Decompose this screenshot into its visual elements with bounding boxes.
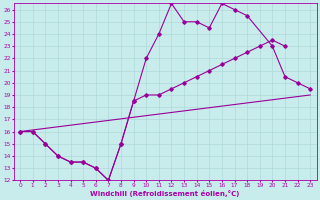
X-axis label: Windchill (Refroidissement éolien,°C): Windchill (Refroidissement éolien,°C) — [91, 190, 240, 197]
